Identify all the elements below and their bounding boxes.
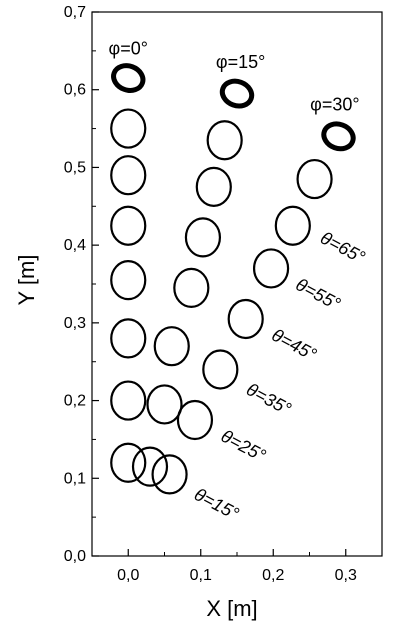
y-tick-label: 0,0 — [64, 548, 86, 565]
plot-annotations: φ=0° φ=15° φ=30° θ=15° θ=25° θ=35° θ=45° θ=55° θ… — [109, 39, 369, 524]
trajectory-point — [208, 121, 242, 159]
y-axis-label: Y [m] — [14, 255, 39, 306]
trajectory-point — [111, 319, 145, 357]
trajectory-point — [111, 156, 145, 194]
trajectory-point — [153, 455, 187, 493]
trajectory-point — [186, 218, 220, 256]
trajectory-point — [203, 350, 237, 388]
y-tick-label: 0,7 — [64, 4, 86, 21]
x-tick-label: 0,1 — [190, 567, 212, 584]
phi-annotation: φ=15° — [216, 52, 265, 72]
trajectory-point — [111, 110, 145, 148]
theta-annotation: θ=45° — [269, 325, 320, 365]
y-tick-label: 0,3 — [64, 315, 86, 332]
trajectory-point — [197, 168, 231, 206]
theta-annotation: θ=35° — [243, 379, 294, 419]
trajectory-point — [229, 300, 263, 338]
trajectory-point — [219, 77, 255, 110]
trajectory-point — [111, 382, 145, 420]
x-axis-label: X [m] — [206, 596, 257, 621]
y-tick-label: 0,2 — [64, 393, 86, 410]
theta-annotation: θ=55° — [292, 274, 343, 314]
y-tick-label: 0,5 — [64, 159, 86, 176]
trajectory-point — [148, 385, 182, 423]
x-tick-label: 0,3 — [335, 567, 357, 584]
theta-annotation: θ=65° — [317, 228, 368, 268]
trajectory-point — [320, 120, 356, 153]
trajectory-point — [110, 62, 146, 95]
theta-annotation: θ=15° — [191, 484, 242, 524]
trajectory-point — [111, 444, 145, 482]
trajectory-point — [133, 448, 167, 486]
phi-annotation: φ=0° — [109, 39, 148, 59]
trajectory-point — [254, 249, 288, 287]
trajectory-point — [178, 401, 212, 439]
phi-annotation: φ=30° — [310, 95, 359, 115]
trajectory-point — [111, 261, 145, 299]
y-tick-label: 0,6 — [64, 82, 86, 99]
trajectory-point — [111, 207, 145, 245]
theta-annotation: θ=25° — [218, 426, 269, 466]
y-tick-label: 0,4 — [64, 237, 86, 254]
x-tick-label: 0,0 — [117, 567, 139, 584]
trajectory-point — [298, 160, 332, 198]
y-tick-label: 0,1 — [64, 470, 86, 487]
trajectory-point — [174, 269, 208, 307]
trajectory-point — [155, 327, 189, 365]
trajectory-point — [276, 207, 310, 245]
x-tick-label: 0,2 — [262, 567, 284, 584]
